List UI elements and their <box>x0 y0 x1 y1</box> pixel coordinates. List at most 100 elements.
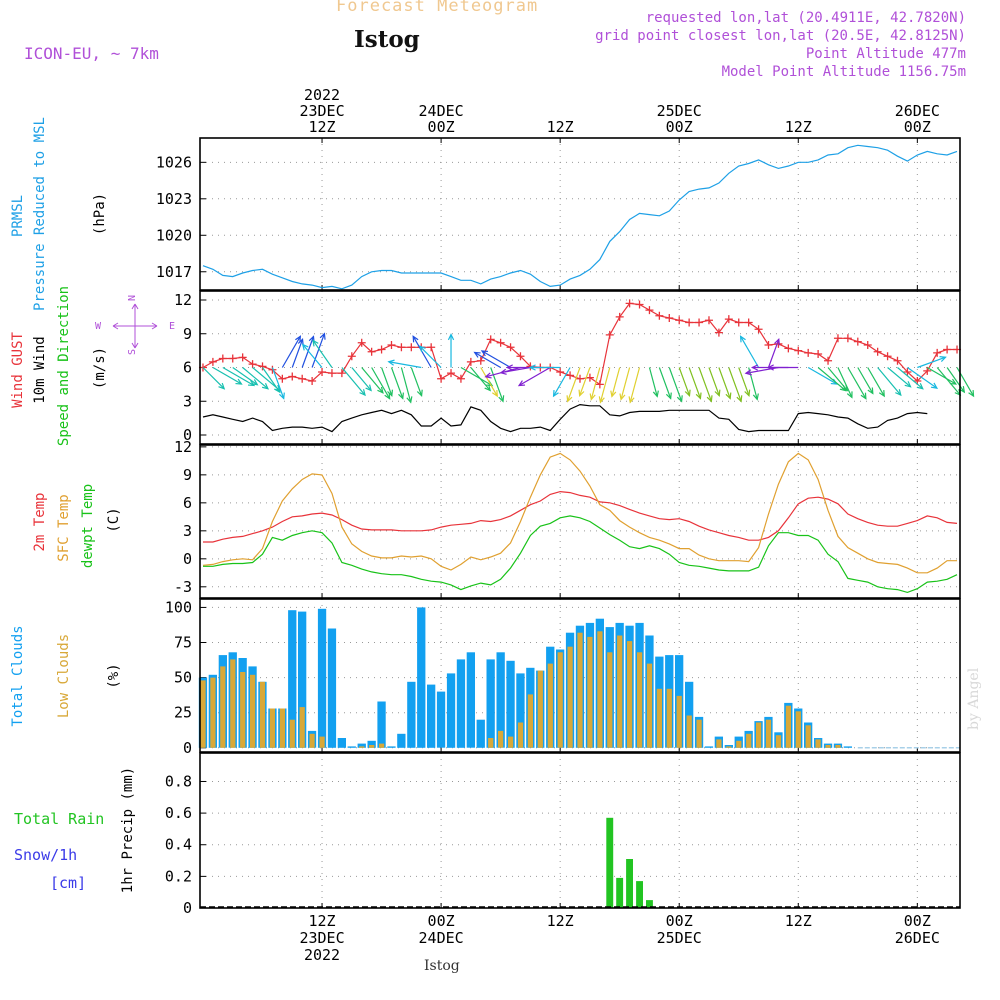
gust-point <box>278 374 287 383</box>
low-cloud-bar <box>617 635 623 748</box>
low-cloud-bar <box>309 733 315 748</box>
wind-arrow <box>553 367 571 397</box>
wind-arrow <box>222 366 255 387</box>
gust-point <box>625 299 634 308</box>
low-cloud-bar <box>379 743 385 748</box>
low-cloud-bar <box>795 711 801 748</box>
total-cloud-bar <box>347 746 356 748</box>
wind-arrow <box>361 367 384 394</box>
wind-arrowhead <box>387 389 394 397</box>
wind-arrowhead <box>484 384 492 392</box>
gust-point <box>308 377 317 385</box>
total-cloud-bar <box>417 607 426 748</box>
total-cloud-bar <box>436 691 446 748</box>
panel-temperature: -3 0 3 6 9 12 <box>174 438 961 599</box>
wind-arrow <box>658 367 672 399</box>
wind-arrowhead <box>968 390 975 398</box>
ytick-label: -3 <box>174 578 192 596</box>
total-cloud-bar <box>486 659 495 748</box>
ytick-label: 0.4 <box>165 836 192 854</box>
gust-point <box>734 318 743 327</box>
top-time-label: 25DEC <box>657 102 702 120</box>
gust-point <box>456 374 465 383</box>
wind-arrowhead <box>750 364 759 371</box>
panel-frame <box>199 137 961 291</box>
gust-point <box>704 316 713 325</box>
wind-arrowhead <box>610 390 617 398</box>
low-cloud-bar <box>289 719 295 748</box>
total-cloud-bar <box>456 659 466 748</box>
ytick-label: 1026 <box>156 153 192 171</box>
wind-arrowhead <box>412 335 419 343</box>
wind-arrow <box>847 367 867 399</box>
wind-arrow <box>579 367 591 396</box>
ytick-label: 0.8 <box>165 772 192 790</box>
wind-arrow <box>301 336 315 368</box>
wind-arrowhead <box>860 392 867 400</box>
ylabel-unit-ms: (m/s) <box>92 347 108 389</box>
gust-point <box>943 345 952 354</box>
gust-point <box>496 338 505 347</box>
wind-arrow <box>262 367 281 393</box>
wind-arrowhead <box>247 380 256 387</box>
wind-arrow <box>400 367 412 403</box>
gust-point <box>724 315 733 324</box>
wind-arrow <box>745 366 779 374</box>
requested-coords: requested lon,lat (20.4911E, 42.7820N) <box>645 10 966 26</box>
wind-arrowhead <box>744 389 751 397</box>
station-title: Istog <box>354 26 420 53</box>
wind-arrowhead <box>589 393 596 401</box>
gust-point <box>833 334 842 343</box>
compass-n: N <box>127 295 138 301</box>
wind-arrow <box>481 350 511 369</box>
low-cloud-bar <box>726 746 732 748</box>
gust-point <box>595 380 604 389</box>
total-cloud-bar <box>397 733 406 748</box>
low-cloud-bar <box>250 674 256 748</box>
wind-arrow <box>590 367 601 400</box>
gust-point <box>585 373 594 382</box>
gust-point <box>853 337 862 346</box>
wind-arrow <box>887 367 911 388</box>
wind-arrowhead <box>365 384 372 392</box>
low-cloud-bar <box>567 646 573 748</box>
gust-point <box>645 306 654 315</box>
series-10m-wind <box>202 403 928 433</box>
wind-arrowhead <box>676 395 683 403</box>
wind-arrow <box>242 367 269 390</box>
low-cloud-bar <box>319 736 325 748</box>
wind-arrowhead <box>377 386 384 394</box>
panel-pressure: 1017 1020 1023 1026 <box>156 137 961 291</box>
low-cloud-bar <box>537 670 543 748</box>
low-cloud-bar <box>607 652 613 748</box>
wind-arrow <box>599 367 611 403</box>
top-time-label: 2022 <box>304 86 340 104</box>
ylabel-total-rain: Total Rain <box>14 810 104 828</box>
rain-bar <box>616 877 624 908</box>
wind-arrowhead <box>939 356 947 362</box>
ylabel-total-clouds: Total Clouds <box>10 625 26 726</box>
gust-point <box>814 350 823 358</box>
top-time-label: 12Z <box>308 118 335 136</box>
gust-point <box>298 374 307 383</box>
low-cloud-bar <box>597 631 603 748</box>
ytick-label: 0.2 <box>165 867 192 885</box>
low-cloud-bar <box>299 707 305 748</box>
wind-arrow <box>341 367 366 396</box>
bottom-time-label: 25DEC <box>657 929 702 947</box>
wind-arrow <box>857 367 874 394</box>
ylabel-prmsl: PRMSL <box>10 195 26 237</box>
gust-point <box>754 325 763 334</box>
wind-arrowhead <box>505 364 513 371</box>
compass-w: W <box>95 321 102 332</box>
compass-s: S <box>127 349 138 355</box>
wind-arrowhead <box>218 382 226 390</box>
gust-point <box>387 341 396 349</box>
wind-arrowhead <box>878 390 885 398</box>
wind-arrowhead <box>846 391 853 399</box>
gust-point <box>258 362 267 371</box>
low-cloud-bar <box>686 715 692 748</box>
low-cloud-bar <box>210 677 216 748</box>
wind-arrowhead <box>867 387 874 395</box>
ylabel-sfc-temp: SFC Temp <box>56 494 72 561</box>
